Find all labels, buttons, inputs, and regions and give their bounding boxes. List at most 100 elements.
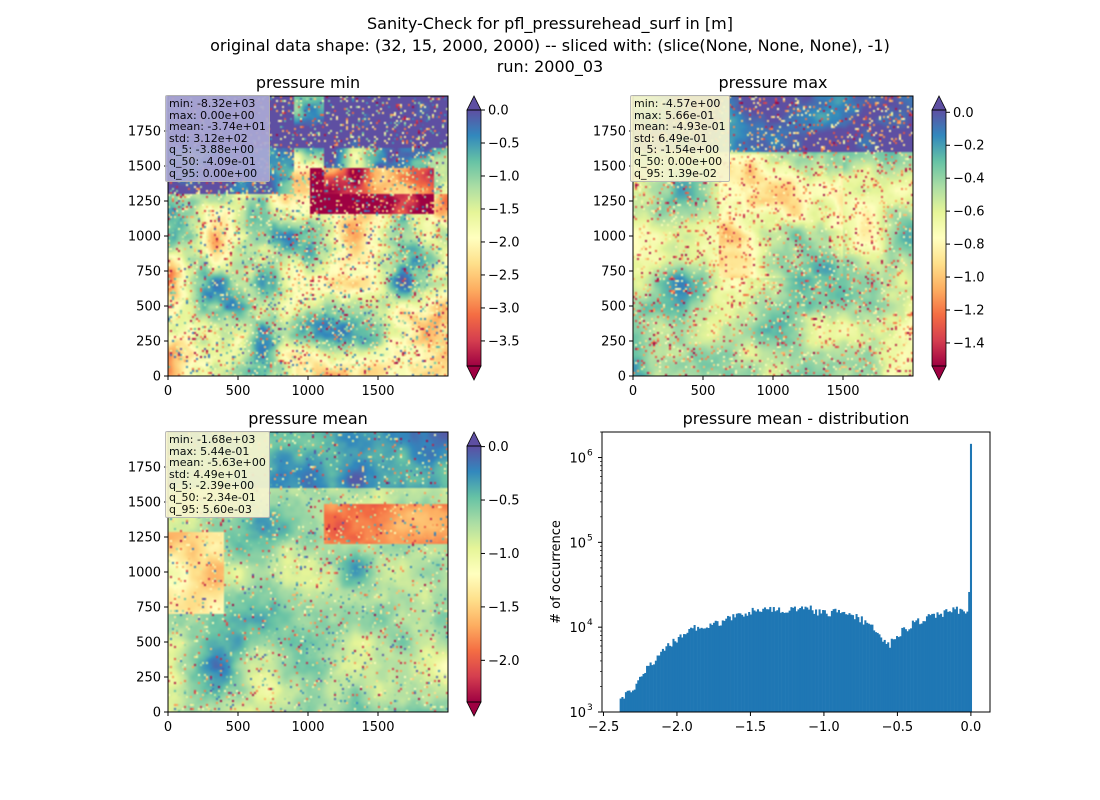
colorbar-extend-bottom: [466, 701, 482, 717]
histogram-bar: [966, 611, 969, 712]
x-tick-label: 1500: [826, 384, 859, 399]
histogram-bar: [785, 612, 788, 712]
y-tick-exponent: 6: [587, 449, 593, 459]
histogram-bar: [876, 632, 879, 712]
y-tick-label: 1000: [593, 230, 626, 245]
histogram-bar: [867, 623, 870, 712]
panel-title: pressure min: [256, 73, 360, 92]
histogram-bar: [621, 696, 624, 712]
x-tick-label: −1.5: [735, 720, 767, 735]
histogram-bar: [837, 609, 840, 712]
histogram-bar: [860, 616, 863, 712]
histogram-panel: pressure mean - distribution −2.5 −2.0 −1.5…: [549, 409, 991, 735]
stats-line: q_50: -4.09e-01: [169, 154, 256, 168]
histogram-bar: [719, 625, 723, 712]
colorbar-tick-label: −3.0: [488, 301, 520, 316]
histogram-bar: [684, 634, 687, 712]
colorbar-extend-top: [466, 95, 482, 111]
colorbar-frame: [931, 109, 947, 367]
histogram-bar: [771, 611, 774, 712]
histogram-bar: [700, 627, 703, 712]
histogram-bar: [779, 612, 782, 712]
histogram-bar: [709, 623, 712, 712]
histogram-bar: [827, 616, 830, 712]
histogram-bar: [633, 689, 636, 712]
colorbar-tick-label: −1.5: [488, 600, 520, 615]
histogram-bar: [691, 628, 694, 712]
histogram-bar: [890, 638, 893, 712]
histogram-bar: [653, 664, 656, 712]
y-tick-label: 10: [569, 536, 586, 551]
histogram-bar: [751, 607, 754, 712]
histogram-bar: [839, 613, 842, 712]
histogram-bar: [730, 620, 733, 712]
histogram-bar: [823, 610, 826, 712]
stats-line: mean: -3.74e+01: [169, 120, 266, 134]
histogram-bar: [887, 642, 890, 712]
histogram-bar: [899, 636, 902, 712]
histogram-bar: [716, 621, 719, 712]
histogram-bar: [711, 624, 714, 712]
histogram-bar: [675, 642, 679, 712]
colorbar-tick-label: −1.5: [488, 202, 520, 217]
histogram-bar: [800, 606, 804, 712]
histogram-bar: [793, 606, 796, 712]
histogram-bar: [741, 614, 744, 712]
x-tick-label: 0: [629, 384, 637, 399]
histogram-bar: [903, 627, 906, 712]
colorbar-extend-top: [466, 431, 482, 447]
y-tick-label: 1500: [128, 496, 161, 511]
histogram-bar: [896, 636, 899, 712]
histogram-bar: [702, 628, 705, 712]
histogram-bar: [897, 637, 900, 712]
histogram-bar: [927, 614, 930, 712]
histogram-bar: [871, 624, 874, 712]
histogram-bar: [668, 645, 671, 712]
histogram-bar: [765, 609, 768, 712]
colorbar-tick-label: −3.5: [488, 334, 520, 349]
x-tick-label: 1000: [291, 384, 324, 399]
stats-line: std: 6.49e-01: [634, 131, 708, 145]
histogram-bar: [968, 591, 971, 712]
y-tick-exponent: 3: [587, 703, 593, 713]
histogram-bar: [880, 637, 883, 712]
histogram-bar: [906, 631, 909, 712]
histogram-bar: [850, 614, 853, 712]
histogram-bar: [749, 614, 752, 712]
histogram-bar: [950, 612, 953, 712]
histogram-bar: [776, 610, 779, 712]
figure-title-line-3: run: 2000_03: [496, 57, 604, 76]
histogram-bar: [623, 698, 626, 712]
heatmap-panel-2: pressure max 0 500 1000 1500 0 250 500 750 1000 12…: [593, 73, 985, 399]
histogram-bar: [677, 636, 680, 712]
histogram-bar: [630, 692, 633, 712]
stats-line: q_5: -1.54e+00: [634, 143, 720, 157]
histogram-bar: [822, 610, 825, 712]
y-tick-label: 10: [569, 621, 586, 636]
histogram-bar: [913, 622, 916, 712]
x-tick-label: −1.0: [808, 720, 840, 735]
histogram-bar: [947, 611, 950, 712]
colorbar-tick-label: 0.0: [953, 106, 974, 121]
colorbar-tick-label: −0.2: [953, 139, 985, 154]
colorbar-tick-label: −1.0: [488, 169, 520, 184]
histogram-bar: [667, 643, 670, 712]
histogram-bar: [690, 627, 693, 712]
y-tick-label: 0: [153, 370, 161, 385]
histogram-bar: [959, 608, 962, 712]
histogram-bar: [739, 613, 742, 712]
y-tick-label: 500: [136, 636, 161, 651]
heatmap-panel-1: pressure min 0 500 1000 1500 0 250 500 750 1000 12…: [128, 73, 520, 399]
histogram-bar: [945, 609, 948, 712]
figure-title-line-1: Sanity-Check for pfl_pressurehead_surf i…: [367, 14, 733, 33]
histogram-bar: [816, 615, 819, 712]
histogram-bar: [760, 611, 763, 712]
histogram-bar: [734, 617, 737, 712]
colorbar-tick-label: −1.0: [953, 271, 985, 286]
histogram-bar: [917, 618, 920, 712]
histogram-bar: [797, 609, 800, 712]
histogram-bar: [619, 698, 622, 712]
x-tick-label: 500: [226, 384, 251, 399]
histogram-bar: [811, 610, 814, 712]
histogram-bar: [954, 609, 957, 712]
